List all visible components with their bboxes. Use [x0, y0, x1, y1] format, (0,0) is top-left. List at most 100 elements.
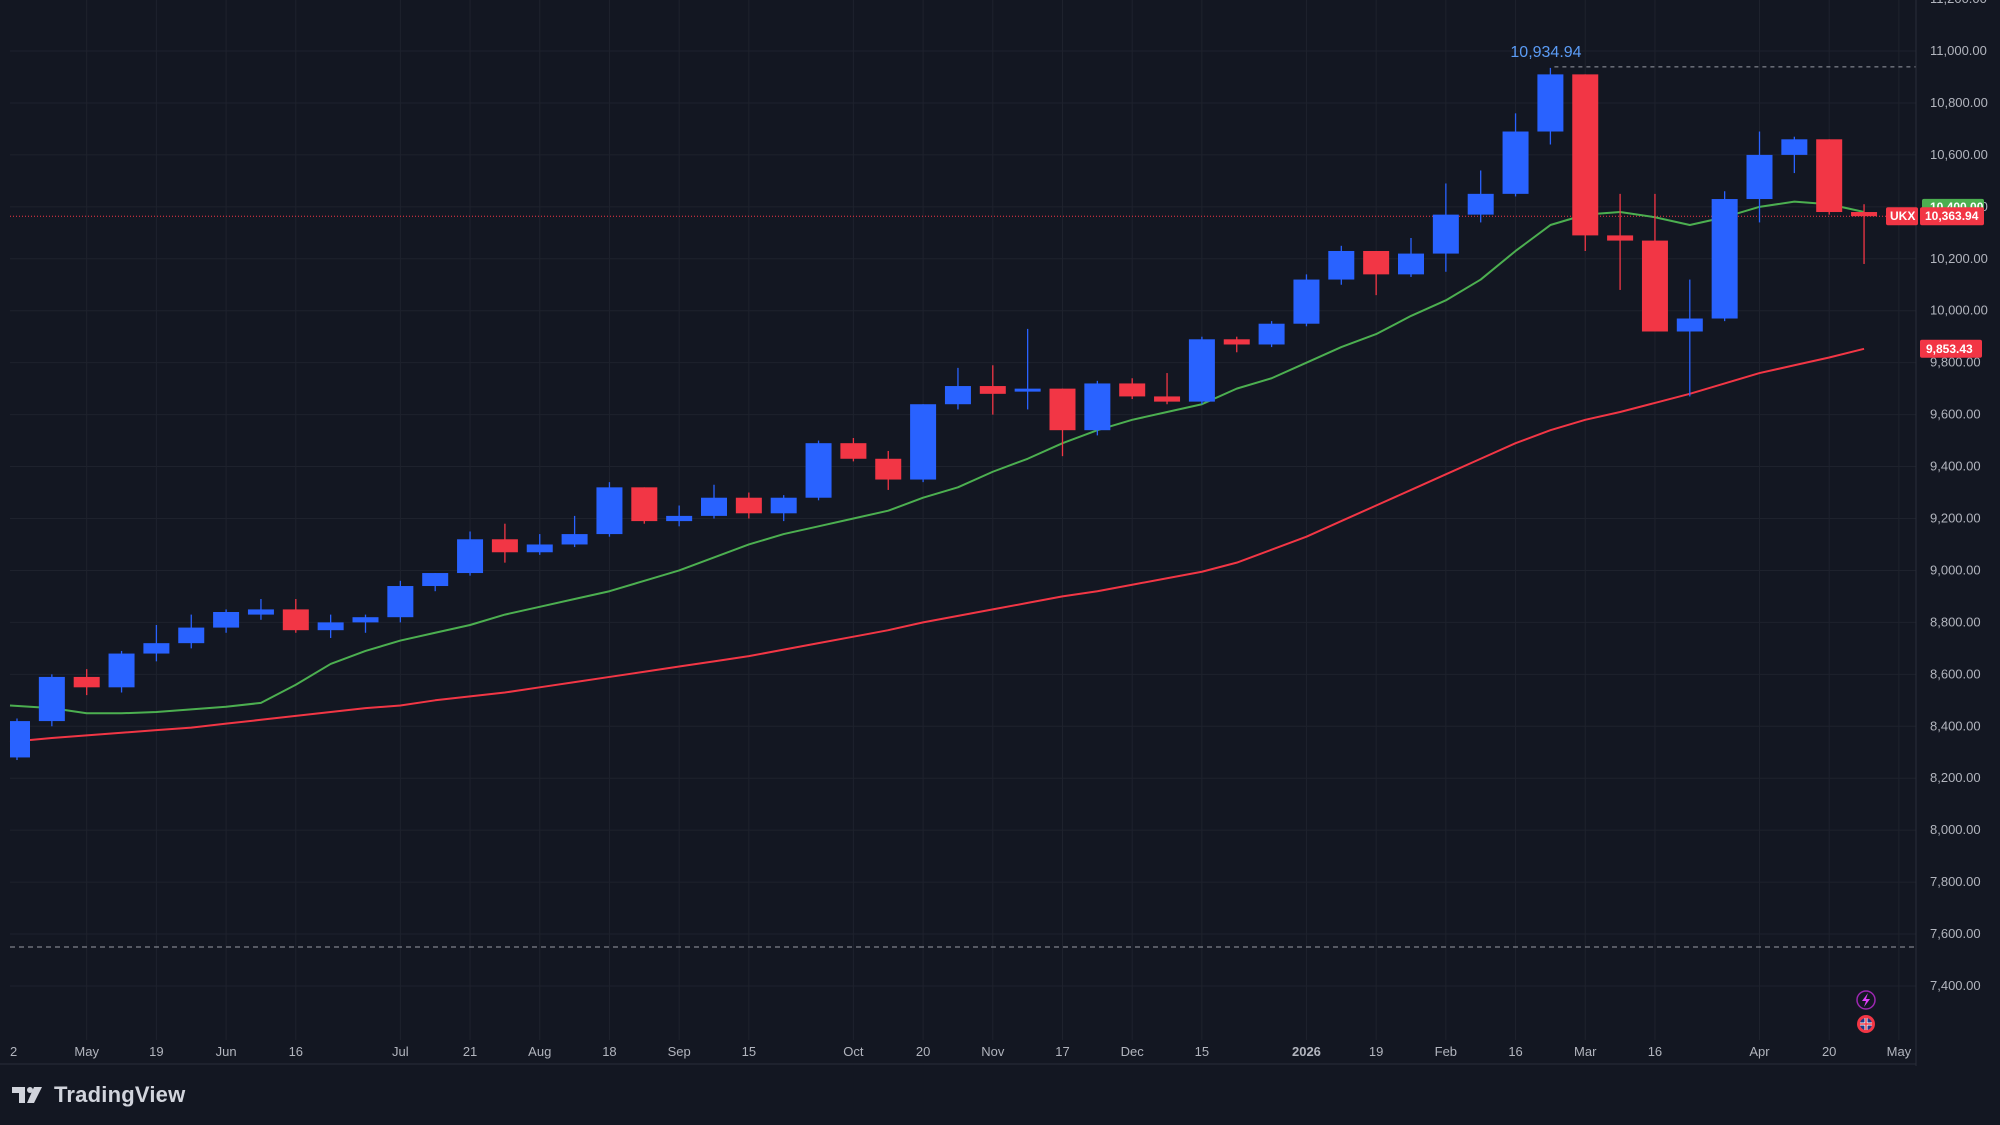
x-tick-label: Sep — [668, 1044, 691, 1059]
candle-up — [422, 573, 449, 592]
chart-background — [0, 0, 2000, 1066]
candle-up — [805, 440, 832, 501]
candle-body — [1537, 74, 1564, 132]
candle-body — [1014, 388, 1041, 392]
candle-down — [1223, 336, 1250, 353]
x-tick-label: 16 — [1648, 1044, 1662, 1059]
candle-up — [10, 718, 30, 761]
candle-body — [457, 539, 484, 574]
x-tick-label: Apr — [1749, 1044, 1770, 1059]
candle-up — [1293, 274, 1320, 327]
candle-body — [596, 487, 623, 535]
footer-bar — [0, 1066, 2000, 1125]
candle-down — [1049, 388, 1076, 457]
tradingview-logo[interactable]: TradingView — [12, 1082, 185, 1108]
candle-body — [317, 622, 344, 631]
x-tick-label: 2026 — [1292, 1044, 1321, 1059]
y-tick-label: 10,800.00 — [1930, 95, 1988, 110]
candle-body — [1746, 154, 1773, 200]
candle-body — [631, 487, 658, 522]
candle-down — [1154, 373, 1181, 405]
x-tick-label: May — [1887, 1044, 1912, 1059]
y-tick-label: 7,800.00 — [1930, 874, 1981, 889]
x-tick-label: 20 — [916, 1044, 930, 1059]
x-tick-label: Aug — [528, 1044, 551, 1059]
symbol-tag-label: UKX — [1890, 209, 1915, 223]
candle-body — [875, 458, 902, 480]
candle-body — [352, 617, 379, 623]
guide-layer: 10,934.94 — [10, 44, 1916, 948]
candle-down — [1119, 378, 1146, 400]
candle-body — [735, 497, 762, 514]
x-tick-label: 17 — [1055, 1044, 1069, 1059]
x-tick-label: 15 — [742, 1044, 756, 1059]
candle-down — [979, 365, 1006, 415]
candle-body — [1258, 323, 1285, 345]
fast-ma-line — [9, 200, 1865, 715]
x-tick-label: Dec — [1121, 1044, 1145, 1059]
y-tick-label: 8,400.00 — [1930, 718, 1981, 733]
candle-down — [735, 492, 762, 519]
candle-up — [1258, 321, 1285, 348]
candle-body — [1328, 250, 1355, 280]
candle-body — [666, 515, 693, 522]
candle-down — [1607, 193, 1634, 290]
y-tick-label: 10,200.00 — [1930, 251, 1988, 266]
candle-down — [1641, 193, 1668, 332]
candle-body — [1188, 339, 1215, 402]
candle-down — [1572, 74, 1599, 251]
candle-up — [1711, 191, 1738, 322]
candle-up — [1537, 67, 1564, 145]
slow-ma-line — [9, 347, 1865, 743]
x-tick-label: 15 — [1195, 1044, 1209, 1059]
candle-body — [1676, 318, 1703, 332]
candle-up — [1781, 136, 1808, 174]
candle-up — [1084, 380, 1111, 436]
last-price-badge — [1920, 207, 1984, 226]
candle-up — [1746, 131, 1773, 223]
grid-layer — [10, 0, 1916, 1040]
y-tick-label: 11,000.00 — [1930, 43, 1987, 58]
price-chart[interactable]: 10,934.94 7,400.00 7,600.00 7,800.00 8,000.… — [0, 0, 2000, 1066]
candle-up — [944, 367, 971, 410]
candle-body — [213, 612, 240, 628]
candle-up — [1188, 336, 1215, 405]
candle-body — [282, 609, 309, 631]
y-tick-label: 8,800.00 — [1930, 614, 1981, 629]
candle-body — [944, 386, 971, 405]
price-axis[interactable]: 7,400.00 7,600.00 7,800.00 8,000.00 8,200.00… — [1915, 0, 2000, 1066]
uk-flag-icon[interactable] — [1857, 1015, 1875, 1033]
symbol-tag — [1886, 207, 1918, 226]
candle-body — [910, 404, 937, 480]
x-tick-label: 20 — [1822, 1044, 1836, 1059]
candle-body — [38, 676, 65, 722]
candle-body — [1711, 199, 1738, 319]
candle-body — [1432, 214, 1459, 254]
candle-up — [1432, 183, 1459, 272]
candle-body — [1816, 139, 1843, 213]
y-tick-label: 9,200.00 — [1930, 511, 1981, 526]
candle-body — [840, 443, 867, 459]
candle-up — [701, 484, 727, 519]
time-axis[interactable]: 2 May 19 Jun 16 Jul 21 Aug 18 Sep 15 Oct 20 Nov 17 Dec 1… — [0, 1044, 1916, 1065]
candle-body — [1049, 388, 1076, 431]
lightning-icon[interactable] — [1856, 990, 1876, 1010]
candle-layer — [10, 67, 1878, 761]
x-tick-label: Mar — [1574, 1044, 1597, 1059]
y-tick-label: 8,600.00 — [1930, 666, 1981, 681]
candle-body — [1223, 339, 1250, 345]
candle-body — [1641, 240, 1668, 332]
candle-body — [1781, 139, 1808, 155]
x-tick-label: 18 — [602, 1044, 616, 1059]
x-tick-label: May — [74, 1044, 99, 1059]
x-tick-label: Oct — [843, 1044, 864, 1059]
candle-body — [1398, 253, 1424, 275]
y-tick-label: 9,000.00 — [1930, 562, 1981, 577]
candle-up — [1502, 113, 1529, 197]
candle-down — [491, 523, 518, 563]
candle-body — [1084, 383, 1111, 431]
y-tick-label: 7,400.00 — [1930, 978, 1981, 993]
moving-average-layer — [9, 200, 1865, 743]
candle-body — [1502, 131, 1529, 194]
candle-body — [1119, 383, 1146, 397]
